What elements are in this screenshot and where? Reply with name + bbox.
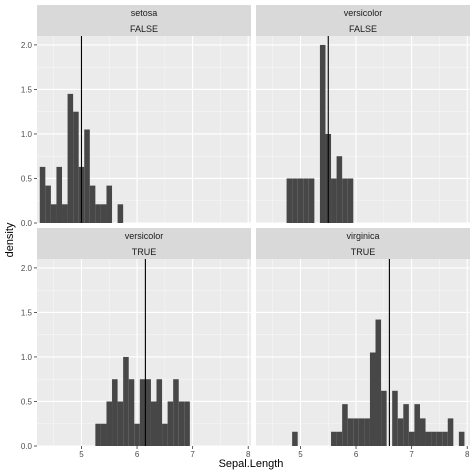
histogram-bar [123, 356, 129, 446]
histogram-bar [62, 204, 68, 223]
histogram-bar [100, 204, 107, 223]
histogram-bar [95, 204, 101, 223]
strip-panel-3 [37, 228, 251, 259]
histogram-bar [447, 418, 454, 446]
histogram-bar [156, 379, 163, 446]
strip-label-top: setosa [131, 8, 158, 18]
y-tick-label: 0.0 [21, 219, 33, 228]
strip-label-bottom: FALSE [130, 24, 158, 34]
histogram-bar [106, 185, 113, 223]
histogram-bar [364, 418, 370, 446]
histogram-bar [145, 379, 151, 446]
strip-panel-1 [37, 5, 251, 36]
histogram-bar [369, 352, 376, 446]
histogram-bar [353, 418, 359, 446]
histogram-bar [358, 418, 365, 446]
histogram-bar [403, 404, 409, 446]
histogram-bar [319, 44, 326, 224]
histogram-bar [117, 204, 124, 223]
histogram-bar [347, 418, 354, 446]
histogram-bar [431, 431, 437, 446]
histogram-bar [73, 111, 79, 223]
x-tick-label: 6 [354, 450, 359, 459]
histogram-bar [100, 423, 107, 446]
histogram-bar [414, 404, 420, 446]
histogram-bar [436, 431, 443, 446]
histogram-bar [381, 390, 387, 446]
histogram-bar [419, 418, 426, 446]
y-tick-label: 1.0 [21, 353, 33, 362]
histogram-bar [331, 178, 337, 223]
x-tick-label: 6 [135, 450, 140, 459]
histogram-bar [84, 129, 90, 223]
histogram-bar [336, 431, 343, 446]
strip-label-top: versicolor [344, 8, 383, 18]
y-tick-label: 0.0 [21, 442, 33, 451]
histogram-bar [347, 178, 354, 223]
histogram-bar [397, 418, 404, 446]
histogram-bar [162, 423, 168, 446]
histogram-bar [442, 431, 448, 446]
histogram-bar [117, 401, 124, 446]
y-tick-label: 0.5 [21, 174, 33, 183]
histogram-bar [303, 178, 309, 223]
histogram-bar [150, 401, 157, 446]
y-tick-label: 1.5 [21, 85, 33, 94]
strip-label-top: virginica [346, 231, 379, 241]
histogram-bar [308, 178, 315, 223]
histogram-bar [375, 319, 382, 446]
x-tick-label: 8 [246, 450, 251, 459]
histogram-bar [286, 178, 293, 223]
x-tick-label: 5 [298, 450, 303, 459]
histogram-bar [425, 431, 432, 446]
y-tick-label: 0.5 [21, 397, 33, 406]
histogram-bar [134, 423, 140, 446]
x-tick-label: 7 [190, 450, 195, 459]
histogram-bar [292, 178, 298, 223]
strip-label-bottom: TRUE [132, 247, 157, 257]
histogram-bar [39, 166, 46, 223]
histogram-bar [45, 185, 51, 223]
x-tick-label: 5 [79, 450, 84, 459]
histogram-bar [50, 204, 57, 223]
strip-label-top: versicolor [125, 231, 164, 241]
strip-panel-2 [256, 5, 470, 36]
y-tick-label: 2.0 [21, 264, 33, 273]
histogram-bar [336, 156, 343, 223]
histogram-bar [297, 178, 304, 223]
histogram-bar [128, 379, 135, 446]
histogram-bar [173, 379, 179, 446]
y-axis-title: density [4, 222, 16, 257]
y-tick-label: 2.0 [21, 41, 33, 50]
panel-background [256, 259, 470, 446]
x-axis-title: Sepal.Length [219, 458, 284, 470]
histogram-bar [139, 379, 146, 446]
histogram-bar [331, 431, 337, 446]
histogram-bar [112, 379, 118, 446]
y-tick-label: 1.5 [21, 308, 33, 317]
x-tick-label: 7 [409, 450, 414, 459]
histogram-bar [342, 404, 348, 446]
histogram-bar [184, 401, 190, 446]
histogram-bar [95, 423, 101, 446]
strip-panel-4 [256, 228, 470, 259]
histogram-bar [342, 178, 348, 223]
histogram-bar [167, 401, 174, 446]
histogram-bar [106, 401, 113, 446]
x-tick-label: 8 [465, 450, 470, 459]
histogram-bar [56, 166, 63, 223]
histogram-bar [292, 431, 298, 446]
strip-label-bottom: TRUE [351, 247, 376, 257]
histogram-bar [392, 390, 398, 446]
histogram-bar [458, 431, 465, 446]
histogram-bar [408, 431, 415, 446]
histogram-bar [67, 93, 74, 223]
y-tick-label: 1.0 [21, 130, 33, 139]
histogram-bar [89, 185, 96, 223]
histogram-bar [178, 401, 185, 446]
strip-label-bottom: FALSE [349, 24, 377, 34]
